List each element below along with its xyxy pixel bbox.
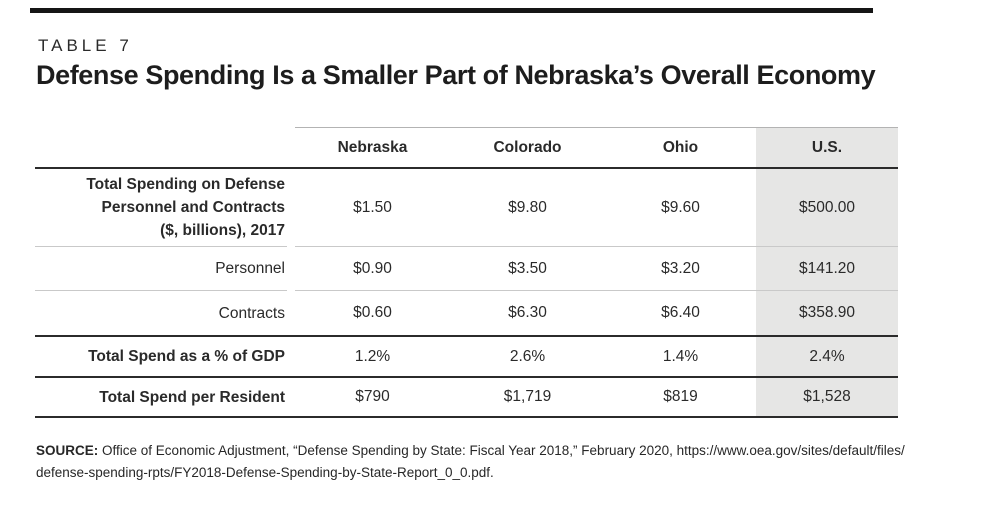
- cell-personnel-ohio: $3.20: [605, 247, 756, 291]
- cell-gdp-nebraska: 1.2%: [295, 337, 450, 378]
- column-header-us: U.S.: [756, 127, 898, 167]
- cell-contracts-colorado: $6.30: [450, 291, 605, 337]
- source-label: SOURCE:: [36, 443, 99, 458]
- column-header-nebraska: Nebraska: [295, 127, 450, 167]
- column-header-colorado: Colorado: [450, 127, 605, 167]
- gap-cell: [287, 291, 295, 337]
- cell-contracts-us: $358.90: [756, 291, 898, 337]
- cell-personnel-colorado: $3.50: [450, 247, 605, 291]
- row-label-contracts: Contracts: [35, 291, 287, 337]
- gap-cell: [287, 378, 295, 418]
- cell-total-colorado: $9.80: [450, 167, 605, 247]
- cell-personnel-nebraska: $0.90: [295, 247, 450, 291]
- cell-resident-nebraska: $790: [295, 378, 450, 418]
- row-label-total-spending: Total Spending on Defense Personnel and …: [35, 167, 287, 247]
- cell-gdp-colorado: 2.6%: [450, 337, 605, 378]
- column-header-ohio: Ohio: [605, 127, 756, 167]
- table-number-label: TABLE 7: [38, 36, 133, 55]
- header-empty-cell: [35, 127, 287, 167]
- cell-contracts-ohio: $6.40: [605, 291, 756, 337]
- cell-gdp-ohio: 1.4%: [605, 337, 756, 378]
- cell-contracts-nebraska: $0.60: [295, 291, 450, 337]
- table-title: Defense Spending Is a Smaller Part of Ne…: [36, 60, 876, 90]
- row-label-personnel: Personnel: [35, 247, 287, 291]
- data-table: Nebraska Colorado Ohio U.S. Total Spendi…: [35, 127, 898, 418]
- gap-cell: [287, 247, 295, 291]
- source-text-line1: Office of Economic Adjustment, “Defense …: [102, 443, 905, 458]
- source-text-line2: defense-spending-rpts/FY2018-Defense-Spe…: [36, 464, 494, 480]
- cell-personnel-us: $141.20: [756, 247, 898, 291]
- row-label-pct-gdp: Total Spend as a % of GDP: [35, 337, 287, 378]
- cell-resident-ohio: $819: [605, 378, 756, 418]
- cell-gdp-us: 2.4%: [756, 337, 898, 378]
- top-rule-bar: [30, 8, 873, 13]
- source-note: SOURCE: Office of Economic Adjustment, “…: [36, 440, 981, 483]
- cell-total-ohio: $9.60: [605, 167, 756, 247]
- cell-total-us: $500.00: [756, 167, 898, 247]
- cell-resident-colorado: $1,719: [450, 378, 605, 418]
- cell-total-nebraska: $1.50: [295, 167, 450, 247]
- cell-resident-us: $1,528: [756, 378, 898, 418]
- gap-cell: [287, 167, 295, 247]
- gap-cell: [287, 337, 295, 378]
- row-label-per-resident: Total Spend per Resident: [35, 378, 287, 418]
- gap-cell: [287, 127, 295, 167]
